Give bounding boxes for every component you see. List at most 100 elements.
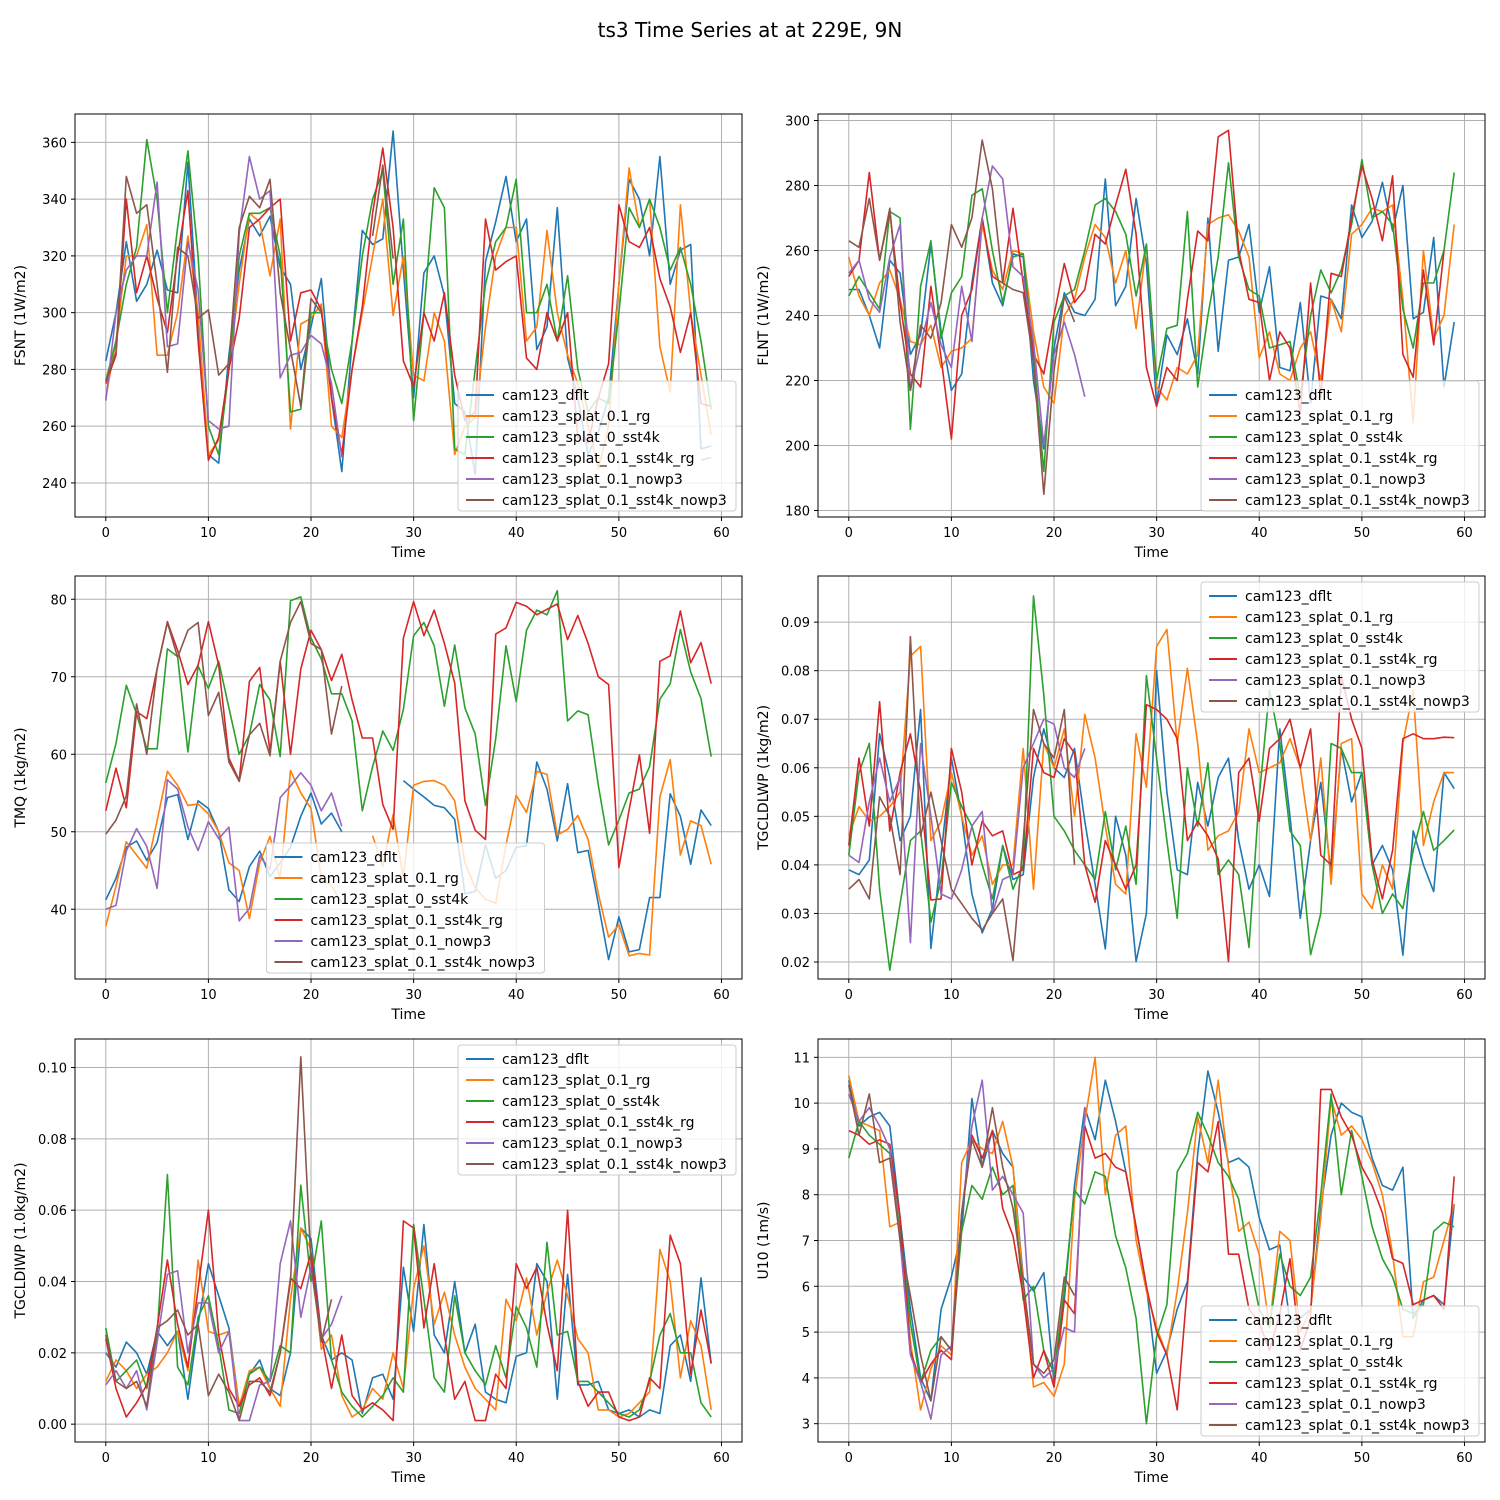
x-tick-label: 10 <box>200 1451 217 1466</box>
y-tick-label: 0.06 <box>781 762 810 777</box>
x-tick-label: 60 <box>713 1451 730 1466</box>
y-tick-label: 280 <box>785 180 810 195</box>
y-tick-label: 200 <box>785 440 810 455</box>
x-tick-label: 60 <box>1456 1451 1473 1466</box>
y-tick-label: 280 <box>42 363 67 378</box>
legend-label: cam123_dflt <box>1245 388 1332 404</box>
y-tick-label: 0.10 <box>38 1062 67 1077</box>
x-axis-label: Time <box>1133 1470 1168 1486</box>
x-tick-label: 50 <box>611 988 628 1003</box>
legend-box <box>1200 380 1480 512</box>
x-tick-label: 40 <box>1251 1451 1268 1466</box>
x-tick-label: 30 <box>405 1451 422 1466</box>
series-group <box>105 1056 712 1422</box>
series-group <box>105 589 712 961</box>
legend-box <box>1200 581 1480 713</box>
legend: cam123_dflt cam123_splat_0.1_rg cam123_spl… <box>266 842 545 974</box>
legend-label: cam123_dflt <box>502 1052 589 1068</box>
y-tick-label: 0.09 <box>781 616 810 631</box>
legend: cam123_dflt cam123_splat_0.1_rg cam123_spl… <box>1200 1305 1480 1437</box>
series-line-cam123_splat_0.1_nowp3 <box>105 772 343 922</box>
figure-title: ts3 Time Series at at 229E, 9N <box>598 18 903 42</box>
series-group <box>848 129 1455 496</box>
y-tick-label: 6 <box>802 1280 810 1295</box>
legend-label: cam123_splat_0.1_nowp3 <box>502 1136 683 1152</box>
x-tick-label: 30 <box>1148 988 1165 1003</box>
y-tick-label: 180 <box>785 505 810 520</box>
series-line-cam123_dflt <box>105 761 712 961</box>
y-tick-label: 0.04 <box>781 859 810 874</box>
legend-label: cam123_splat_0.1_sst4k_nowp3 <box>311 955 536 971</box>
y-tick-label: 300 <box>785 115 810 130</box>
y-tick-label: 0.07 <box>781 713 810 728</box>
y-tick-label: 7 <box>802 1235 810 1250</box>
y-axis-label: TGCLDIWP (1.0kg/m2) <box>13 1162 29 1319</box>
x-tick-label: 40 <box>508 988 525 1003</box>
subplot-2: 0 10 20 30 40 50 60 180 200 220 240 260 280 300 Time FL… <box>756 113 1486 561</box>
x-tick-label: 50 <box>611 526 628 541</box>
legend: cam123_dflt cam123_splat_0.1_rg cam123_spl… <box>457 1044 737 1176</box>
axes-frame <box>74 113 743 518</box>
legend-label: cam123_splat_0.1_nowp3 <box>1245 1397 1426 1413</box>
legend-label: cam123_splat_0.1_rg <box>1245 1334 1393 1350</box>
x-tick-label: 30 <box>1148 526 1165 541</box>
series-line-cam123_splat_0.1_rg <box>105 1227 712 1418</box>
x-tick-label: 30 <box>405 526 422 541</box>
legend-label: cam123_splat_0.1_sst4k_rg <box>1245 1376 1438 1392</box>
y-tick-label: 260 <box>42 420 67 435</box>
x-tick-label: 40 <box>1251 988 1268 1003</box>
legend-label: cam123_splat_0_sst4k <box>502 1094 661 1110</box>
series-line-cam123_splat_0.1_sst4k_rg <box>105 147 712 461</box>
series-line-cam123_splat_0.1_nowp3 <box>848 1079 1086 1420</box>
y-tick-label: 0.03 <box>781 907 810 922</box>
x-tick-label: 20 <box>1046 988 1063 1003</box>
x-axis-label: Time <box>390 545 425 561</box>
legend-box <box>266 842 545 974</box>
y-tick-label: 60 <box>50 748 67 763</box>
y-tick-label: 50 <box>50 826 67 841</box>
legend-label: cam123_splat_0.1_sst4k_rg <box>1245 652 1438 668</box>
x-tick-label: 0 <box>845 1451 853 1466</box>
y-axis-label: TGCLDLWP (1kg/m2) <box>756 705 772 851</box>
series-line-cam123_splat_0_sst4k <box>848 595 1455 972</box>
series-line-cam123_splat_0.1_sst4k_nowp3 <box>105 600 343 835</box>
x-tick-label: 0 <box>102 988 110 1003</box>
x-axis-label: Time <box>390 1007 425 1023</box>
legend: cam123_dflt cam123_splat_0.1_rg cam123_spl… <box>457 380 737 512</box>
y-tick-label: 9 <box>802 1143 810 1158</box>
x-tick-label: 50 <box>1354 526 1371 541</box>
x-tick-label: 10 <box>943 526 960 541</box>
y-tick-label: 40 <box>50 903 67 918</box>
x-tick-label: 20 <box>303 1451 320 1466</box>
legend: cam123_dflt cam123_splat_0.1_rg cam123_spl… <box>1200 581 1480 713</box>
legend-label: cam123_splat_0_sst4k <box>502 430 661 446</box>
legend-label: cam123_splat_0.1_nowp3 <box>502 472 683 488</box>
legend: cam123_dflt cam123_splat_0.1_rg cam123_spl… <box>1200 380 1480 512</box>
y-tick-label: 4 <box>802 1372 810 1387</box>
legend-label: cam123_splat_0.1_sst4k_nowp3 <box>502 493 727 509</box>
legend-label: cam123_dflt <box>1245 1313 1332 1329</box>
legend-label: cam123_dflt <box>502 388 589 404</box>
subplot-1: 0 10 20 30 40 50 60 240 260 280 300 320 340 360 Time FS… <box>13 113 743 561</box>
x-axis-label: Time <box>390 1470 425 1486</box>
legend-label: cam123_splat_0.1_rg <box>311 871 459 887</box>
y-tick-label: 10 <box>793 1097 810 1112</box>
legend-label: cam123_splat_0.1_rg <box>1245 610 1393 626</box>
legend-label: cam123_dflt <box>311 850 398 866</box>
subplot-grid: 0 10 20 30 40 50 60240260280300320340360TimeFS… <box>13 113 1486 1486</box>
x-tick-label: 30 <box>405 988 422 1003</box>
series-line-cam123_splat_0.1_sst4k_nowp3 <box>105 1056 333 1422</box>
y-tick-label: 220 <box>785 375 810 390</box>
x-tick-label: 50 <box>1354 988 1371 1003</box>
x-tick-label: 60 <box>1456 988 1473 1003</box>
legend-label: cam123_splat_0.1_nowp3 <box>311 934 492 950</box>
y-tick-label: 80 <box>50 593 67 608</box>
series-line-cam123_splat_0_sst4k <box>848 158 1455 473</box>
y-tick-label: 340 <box>42 193 67 208</box>
y-tick-label: 0.05 <box>781 810 810 825</box>
x-tick-label: 20 <box>1046 526 1063 541</box>
y-axis-label: FSNT (1W/m2) <box>13 265 29 366</box>
series-line-cam123_splat_0.1_sst4k_nowp3 <box>848 1084 1076 1402</box>
series-line-cam123_splat_0.1_nowp3 <box>848 165 1086 447</box>
y-tick-label: 240 <box>42 477 67 492</box>
